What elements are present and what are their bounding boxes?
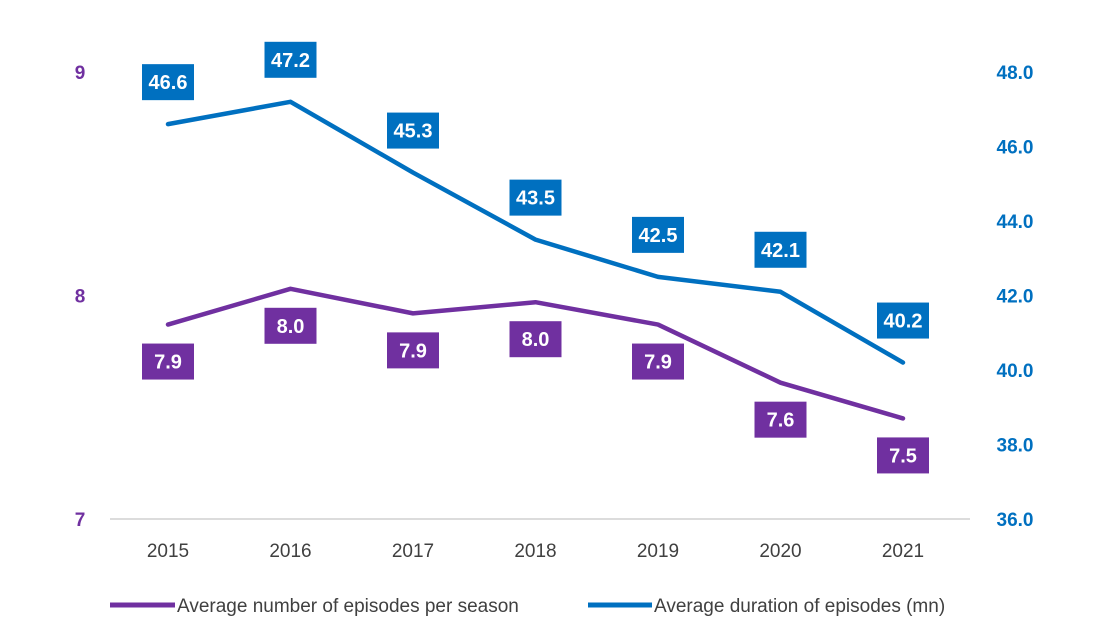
duration-data-label: 45.3 [387, 112, 439, 149]
x-axis-tick-label: 2016 [269, 541, 311, 562]
data-label-box [264, 41, 317, 78]
series-lines [165, 99, 906, 421]
duration-data-label: 42.1 [754, 231, 807, 268]
right-axis-tick-label: 36.0 [997, 510, 1034, 531]
episodes-data-label: 8.0 [509, 321, 562, 358]
x-axis-tick-label: 2015 [147, 541, 189, 562]
right-axis-tick-label: 38.0 [997, 436, 1034, 457]
data-labels: 7.9 8.0 7.9 8.0 7.9 7.6 7.5 46.6 47.2 45.3 43.5 42.… [142, 41, 929, 474]
data-label-text: 47.2 [271, 50, 310, 72]
x-axis-tick-label: 2018 [514, 541, 556, 562]
data-label-box [632, 343, 684, 380]
data-label-box [877, 437, 929, 474]
data-label-text: 7.9 [644, 352, 672, 374]
data-label-box [509, 179, 562, 216]
duration-series-line [165, 99, 906, 365]
left-axis-tick-label: 8 [75, 287, 86, 308]
episodes-series-line [165, 286, 906, 421]
x-axis-tick-label: 2017 [392, 541, 434, 562]
data-label-text: 8.0 [277, 316, 305, 338]
episodes-data-label: 7.5 [877, 437, 929, 474]
legend-label-duration: Average duration of episodes (mn) [654, 596, 945, 617]
episodes-data-label: 7.9 [142, 343, 194, 380]
duration-data-label: 47.2 [264, 41, 317, 78]
right-axis-tick-label: 42.0 [997, 287, 1034, 308]
right-axis-tick-label: 40.0 [997, 361, 1034, 382]
left-axis-ticks: 7 8 9 [75, 63, 86, 531]
duration-data-label: 40.2 [877, 302, 929, 339]
x-axis-tick-label: 2019 [637, 541, 679, 562]
data-label-text: 45.3 [394, 121, 433, 143]
data-label-box [509, 321, 562, 358]
data-label-box [754, 401, 807, 438]
right-axis-ticks: 36.0 38.0 40.0 42.0 44.0 46.0 48.0 [997, 63, 1034, 531]
left-axis-tick-label: 7 [75, 510, 86, 531]
right-axis-tick-label: 44.0 [997, 212, 1034, 233]
data-label-text: 46.6 [149, 72, 188, 94]
data-label-box [387, 112, 439, 149]
data-label-text: 40.2 [884, 311, 923, 333]
x-axis-tick-label: 2020 [759, 541, 801, 562]
legend: Average number of episodes per season Av… [110, 596, 945, 617]
data-label-box [754, 231, 807, 268]
duration-data-label: 46.6 [142, 64, 194, 101]
right-axis-tick-label: 48.0 [997, 63, 1034, 84]
data-label-box [632, 216, 684, 253]
episodes-data-label: 7.9 [632, 343, 684, 380]
data-label-text: 7.9 [154, 352, 182, 374]
data-label-text: 7.5 [889, 445, 917, 467]
data-label-text: 7.9 [399, 340, 427, 362]
duration-data-label: 43.5 [509, 179, 562, 216]
episodes-data-label: 8.0 [264, 307, 317, 344]
left-axis-tick-label: 9 [75, 63, 86, 84]
duration-data-label: 42.5 [632, 216, 684, 253]
episodes-data-label: 7.9 [387, 332, 439, 369]
x-axis-ticks: 2015 2016 2017 2018 2019 2020 2021 [147, 541, 924, 562]
data-label-box [142, 64, 194, 101]
data-label-text: 43.5 [516, 188, 555, 210]
x-axis-tick-label: 2021 [882, 541, 924, 562]
right-axis-tick-label: 46.0 [997, 138, 1034, 159]
data-label-text: 42.1 [761, 240, 800, 262]
data-label-box [387, 332, 439, 369]
episodes-data-label: 7.6 [754, 401, 807, 438]
data-label-text: 7.6 [767, 410, 795, 432]
data-label-box [264, 307, 317, 344]
data-label-box [142, 343, 194, 380]
data-label-box [877, 302, 929, 339]
data-label-text: 8.0 [522, 329, 550, 351]
legend-label-episodes: Average number of episodes per season [177, 596, 519, 617]
data-label-text: 42.5 [639, 225, 678, 247]
